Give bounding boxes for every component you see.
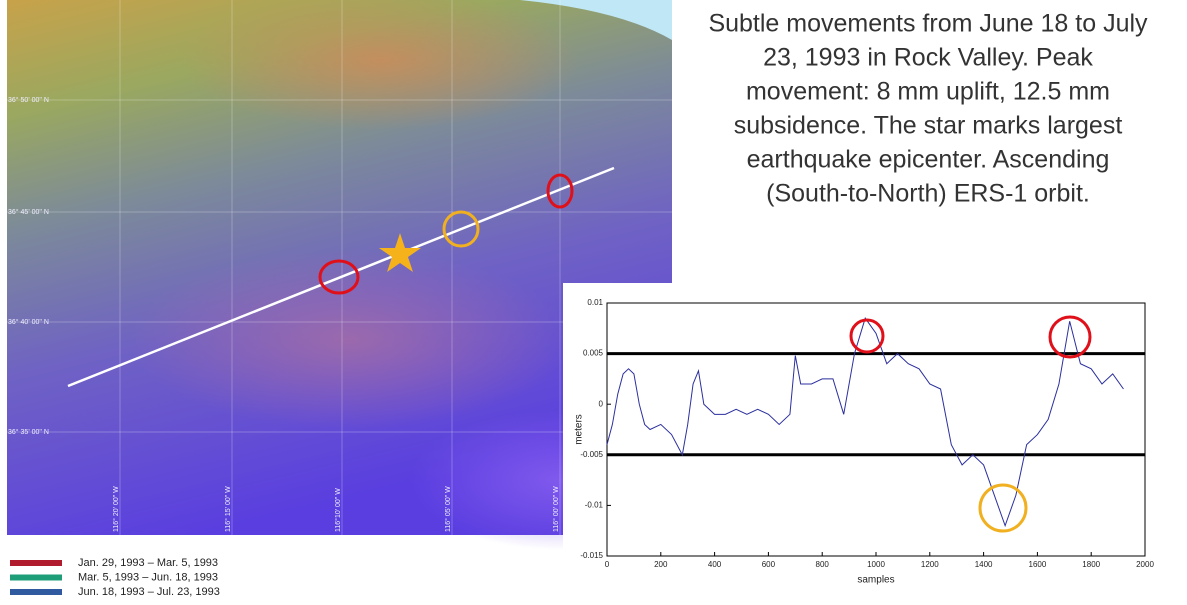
description-line: (South-to-North) ERS-1 orbit.: [766, 180, 1090, 208]
lon-label: 116° 05' 00" W: [444, 486, 452, 532]
lat-label: 36° 50' 00" N: [8, 96, 49, 104]
description: Subtle movements from June 18 to July 23,…: [708, 10, 1148, 208]
x-tick-label: 200: [654, 560, 668, 569]
legend-label: Mar. 5, 1993 – Jun. 18, 1993: [78, 571, 218, 583]
legend: Jan. 29, 1993 – Mar. 5, 1993 Mar. 5, 1993…: [10, 557, 220, 598]
x-axis-label: samples: [857, 575, 894, 586]
description-line: 23, 1993 in Rock Valley. Peak: [763, 44, 1093, 72]
lat-label: 36° 40' 00" N: [8, 318, 49, 326]
x-tick-label: 1800: [1082, 560, 1100, 569]
y-tick-label: 0.01: [587, 298, 603, 307]
legend-swatch: [10, 575, 62, 581]
x-tick-label: 1200: [921, 560, 939, 569]
lon-label: 116°10' 00" W: [334, 488, 342, 532]
description-line: subsidence. The star marks largest: [734, 112, 1123, 140]
legend-label: Jan. 29, 1993 – Mar. 5, 1993: [78, 557, 218, 569]
y-tick-label: -0.005: [580, 450, 603, 459]
legend-swatch: [10, 589, 62, 595]
y-tick-label: 0.005: [583, 349, 604, 358]
x-tick-label: 800: [816, 560, 830, 569]
lon-label: 116° 15' 00" W: [224, 486, 232, 532]
map-terrain: [130, 250, 570, 430]
description-line: earthquake epicenter. Ascending: [747, 146, 1110, 174]
description-line: movement: 8 mm uplift, 12.5 mm: [746, 78, 1110, 106]
legend-label: Jun. 18, 1993 – Jul. 23, 1993: [78, 586, 220, 598]
description-line: Subtle movements from June 18 to July: [708, 10, 1148, 38]
x-tick-label: 0: [605, 560, 610, 569]
lat-label: 36° 35' 00" N: [8, 428, 49, 436]
y-tick-label: -0.015: [580, 551, 603, 560]
lon-label: 116° 00' 00" W: [552, 486, 560, 532]
lat-label: 36° 45' 00" N: [8, 208, 49, 216]
x-tick-label: 600: [762, 560, 776, 569]
lon-label: 116° 20' 00" W: [112, 486, 120, 532]
x-tick-label: 400: [708, 560, 722, 569]
x-tick-label: 1600: [1029, 560, 1047, 569]
x-tick-label: 2000: [1136, 560, 1154, 569]
legend-swatch: [10, 560, 62, 566]
x-tick-label: 1400: [975, 560, 993, 569]
page: {"description_lines": ["Subtle movements…: [0, 0, 1187, 605]
y-tick-label: -0.01: [585, 501, 604, 510]
y-axis-label: meters: [574, 414, 585, 445]
slide: 36° 50' 00" N 36° 45' 00" N 36° 40' 00" …: [0, 0, 1187, 605]
x-tick-label: 1000: [867, 560, 885, 569]
y-tick-label: 0: [599, 399, 604, 408]
